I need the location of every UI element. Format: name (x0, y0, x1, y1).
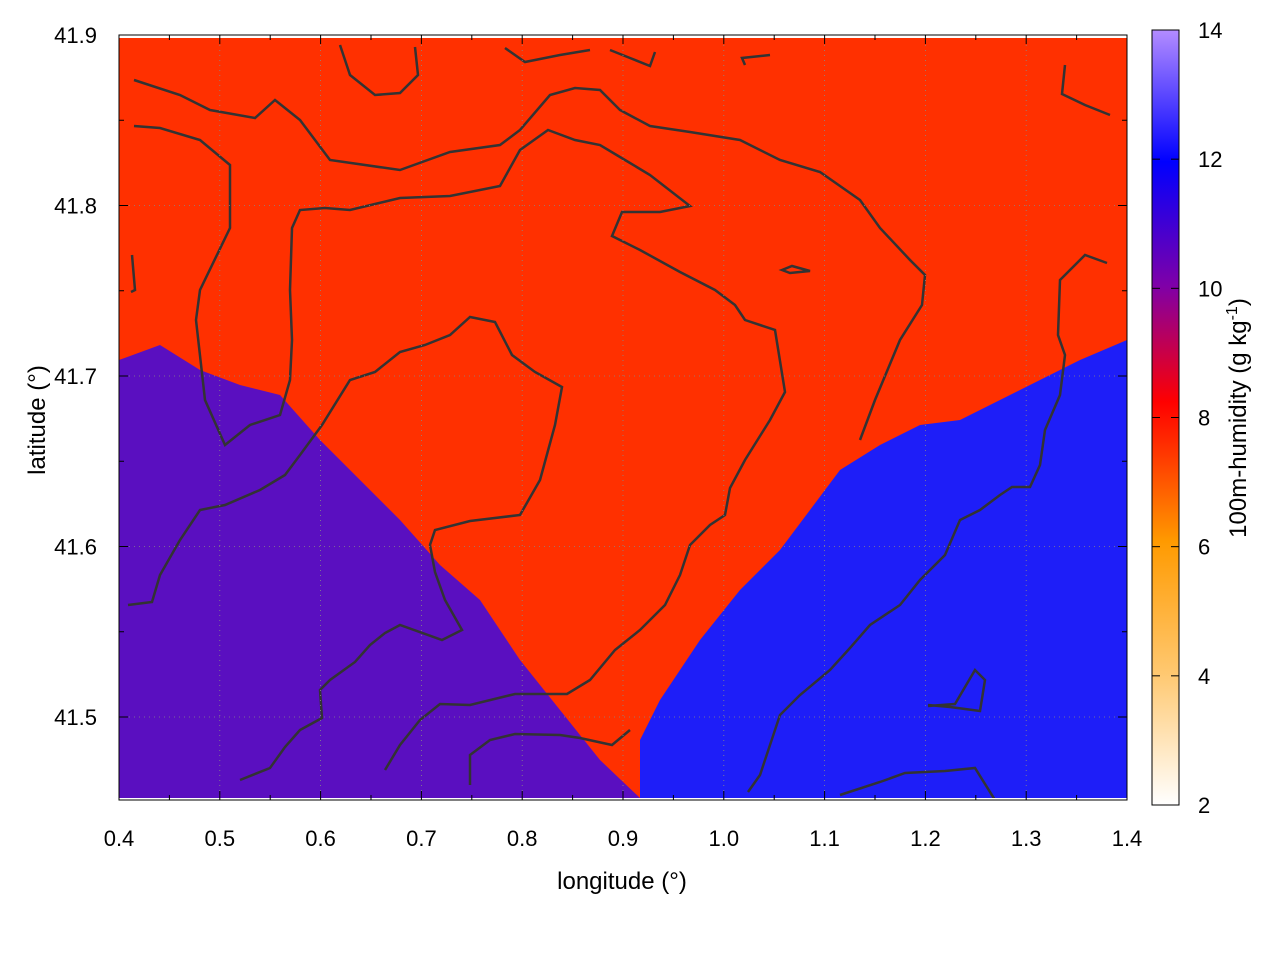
region-southwest (119, 345, 640, 798)
x-tick-label: 1.1 (809, 826, 840, 851)
x-tick-label: 0.9 (608, 826, 639, 851)
colorbar-tick-label: 14 (1198, 18, 1222, 43)
x-tick-label: 1.4 (1112, 826, 1143, 851)
colorbar-tick-label: 12 (1198, 147, 1222, 172)
colorbar-title-main: 100m-humidity (g kg (1225, 320, 1252, 537)
y-axis-title: latitude (°) (24, 365, 51, 475)
colorbar-tick-label: 8 (1198, 406, 1210, 431)
colorbar: 2 4 6 8 10 12 14 100m-humidity (g kg-1) (1151, 18, 1252, 818)
y-tick-label: 41.8 (54, 194, 97, 219)
region-southeast (640, 340, 1127, 798)
x-tick-label: 0.4 (104, 826, 135, 851)
y-tick-label: 41.6 (54, 535, 97, 560)
x-axis-title: longitude (°) (557, 868, 687, 895)
colorbar-title: 100m-humidity (g kg-1) (1224, 298, 1252, 538)
x-tick-label: 1.0 (709, 826, 740, 851)
colorbar-title-tail: ) (1225, 298, 1252, 306)
x-tick-label: 0.6 (305, 826, 336, 851)
heatmap-field (119, 38, 1127, 798)
colorbar-tick-label: 6 (1198, 535, 1210, 560)
contour-lines (127, 44, 1111, 798)
x-tick-label: 1.3 (1011, 826, 1042, 851)
x-tick-label: 0.8 (507, 826, 538, 851)
x-tick-label: 0.7 (406, 826, 437, 851)
y-tick-label: 41.5 (54, 705, 97, 730)
y-axis-ticks: 41.5 41.6 41.7 41.8 41.9 (54, 23, 1127, 730)
y-tick-label: 41.9 (54, 23, 97, 48)
colorbar-tick-label: 2 (1198, 793, 1210, 818)
colorbar-title-sup: -1 (1224, 306, 1241, 320)
x-tick-label: 0.5 (205, 826, 236, 851)
x-tick-label: 1.2 (910, 826, 941, 851)
y-tick-label: 41.7 (54, 364, 97, 389)
colorbar-tick-label: 4 (1198, 664, 1210, 689)
colorbar-tick-label: 10 (1198, 276, 1222, 301)
colorbar-ticks: 2 4 6 8 10 12 14 (1152, 18, 1222, 818)
x-axis-ticks: 0.4 0.5 0.6 0.7 0.8 0.9 1.0 1.1 1.2 1.3 1.4 (104, 35, 1143, 851)
grid-lines (119, 35, 1127, 800)
